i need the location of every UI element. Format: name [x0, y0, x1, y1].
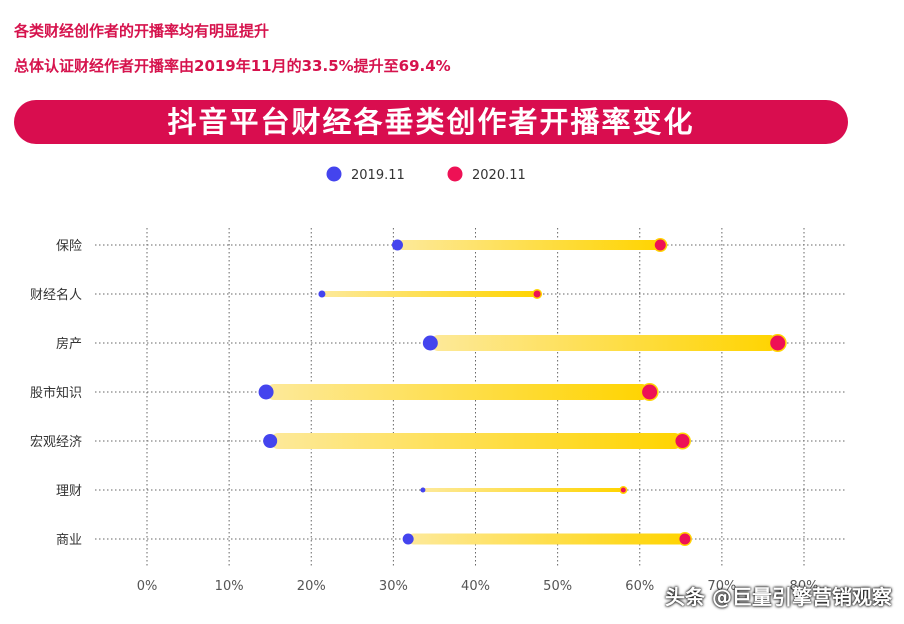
range-bar	[321, 291, 538, 297]
category-label: 财经名人	[30, 287, 82, 303]
category-label: 股市知识	[30, 385, 82, 401]
category-label: 商业	[56, 533, 82, 548]
point-2020	[679, 533, 691, 545]
x-tick-label: 30%	[379, 579, 408, 594]
point-2020	[533, 290, 541, 298]
range-bar	[270, 433, 683, 449]
point-2020	[620, 487, 626, 493]
legend-marker-1	[326, 166, 342, 182]
point-2020	[642, 384, 658, 400]
chart-title-banner: 抖音平台财经各垂类创作者开播率变化	[14, 100, 848, 144]
x-tick-label: 10%	[215, 579, 244, 594]
range-bar	[266, 384, 650, 400]
x-tick-label: 60%	[625, 579, 654, 594]
range-bar	[408, 533, 685, 545]
point-2019	[422, 335, 438, 351]
category-label: 保险	[56, 239, 82, 254]
x-tick-label: 20%	[297, 579, 326, 594]
point-2020	[675, 434, 690, 448]
point-2019	[420, 487, 426, 493]
point-2019	[402, 533, 414, 545]
range-bar	[430, 335, 778, 351]
point-2019	[258, 384, 274, 400]
note-line-2: 总体认证财经作者开播率由2019年11月的33.5%提升至69.4%	[14, 57, 451, 75]
point-2020	[770, 335, 786, 351]
x-tick-label: 80%	[790, 579, 819, 594]
category-label: 房产	[56, 336, 82, 352]
legend-label-2: 2020.11	[472, 168, 526, 183]
category-label: 理财	[56, 484, 82, 499]
point-2019	[318, 290, 326, 298]
x-tick-label: 40%	[461, 579, 490, 594]
watermark: 头条 @巨量引擎营销观察	[665, 585, 892, 609]
x-tick-label: 0%	[137, 579, 158, 594]
x-tick-label: 50%	[543, 579, 572, 594]
note-line-1: 各类财经创作者的开播率均有明显提升	[14, 22, 270, 40]
category-label: 宏观经济	[30, 435, 82, 450]
x-tick-label: 70%	[707, 579, 736, 594]
point-2019	[263, 434, 278, 448]
legend-marker-2	[447, 166, 463, 182]
legend-label-1: 2019.11	[351, 168, 405, 183]
point-2019	[391, 239, 403, 251]
range-bar	[422, 488, 624, 492]
point-2020	[654, 239, 666, 251]
range-bar	[397, 240, 661, 250]
